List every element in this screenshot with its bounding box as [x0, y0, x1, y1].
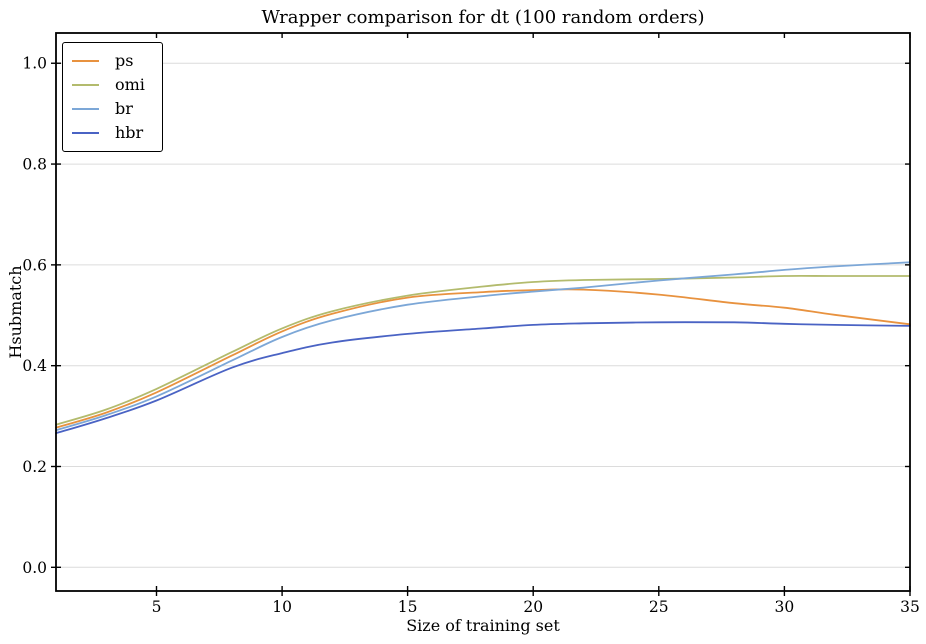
legend: ps omi br hbr — [62, 42, 163, 152]
x-tick-label: 20 — [523, 598, 543, 616]
y-tick-label: 0.0 — [22, 559, 47, 577]
series-line-hbr — [55, 321, 911, 435]
x-tick-label: 25 — [649, 598, 669, 616]
legend-item-omi: omi — [63, 73, 162, 97]
plot-border — [55, 32, 911, 592]
legend-item-hbr: hbr — [63, 121, 162, 145]
chart-title: Wrapper comparison for dt (100 random or… — [261, 7, 705, 28]
legend-line-sample — [72, 108, 99, 110]
y-tick-label: 1.0 — [22, 55, 47, 73]
legend-line-sample — [72, 60, 99, 62]
x-tick-label: 35 — [900, 598, 920, 616]
y-tick-label: 0.6 — [22, 256, 47, 274]
x-tick-label: 15 — [398, 598, 418, 616]
x-tick-label: 30 — [775, 598, 795, 616]
x-axis-label: Size of training set — [406, 616, 560, 635]
y-axis-label: Hsubmatch — [6, 265, 25, 359]
series-line-ps — [55, 288, 911, 429]
legend-label: omi — [115, 75, 145, 94]
legend-label: br — [115, 99, 133, 118]
legend-label: ps — [115, 51, 134, 70]
x-tick-label: 10 — [272, 598, 292, 616]
series-line-br — [55, 261, 911, 432]
y-tick-label: 0.4 — [22, 357, 47, 375]
x-tick-label: 5 — [152, 598, 162, 616]
legend-line-sample — [72, 132, 99, 134]
legend-label: hbr — [115, 123, 144, 142]
legend-item-ps: ps — [63, 49, 162, 73]
y-tick-label: 0.8 — [22, 156, 47, 174]
legend-item-br: br — [63, 97, 162, 121]
legend-line-sample — [72, 84, 99, 86]
y-tick-label: 0.2 — [22, 458, 47, 476]
series-line-omi — [55, 274, 911, 426]
